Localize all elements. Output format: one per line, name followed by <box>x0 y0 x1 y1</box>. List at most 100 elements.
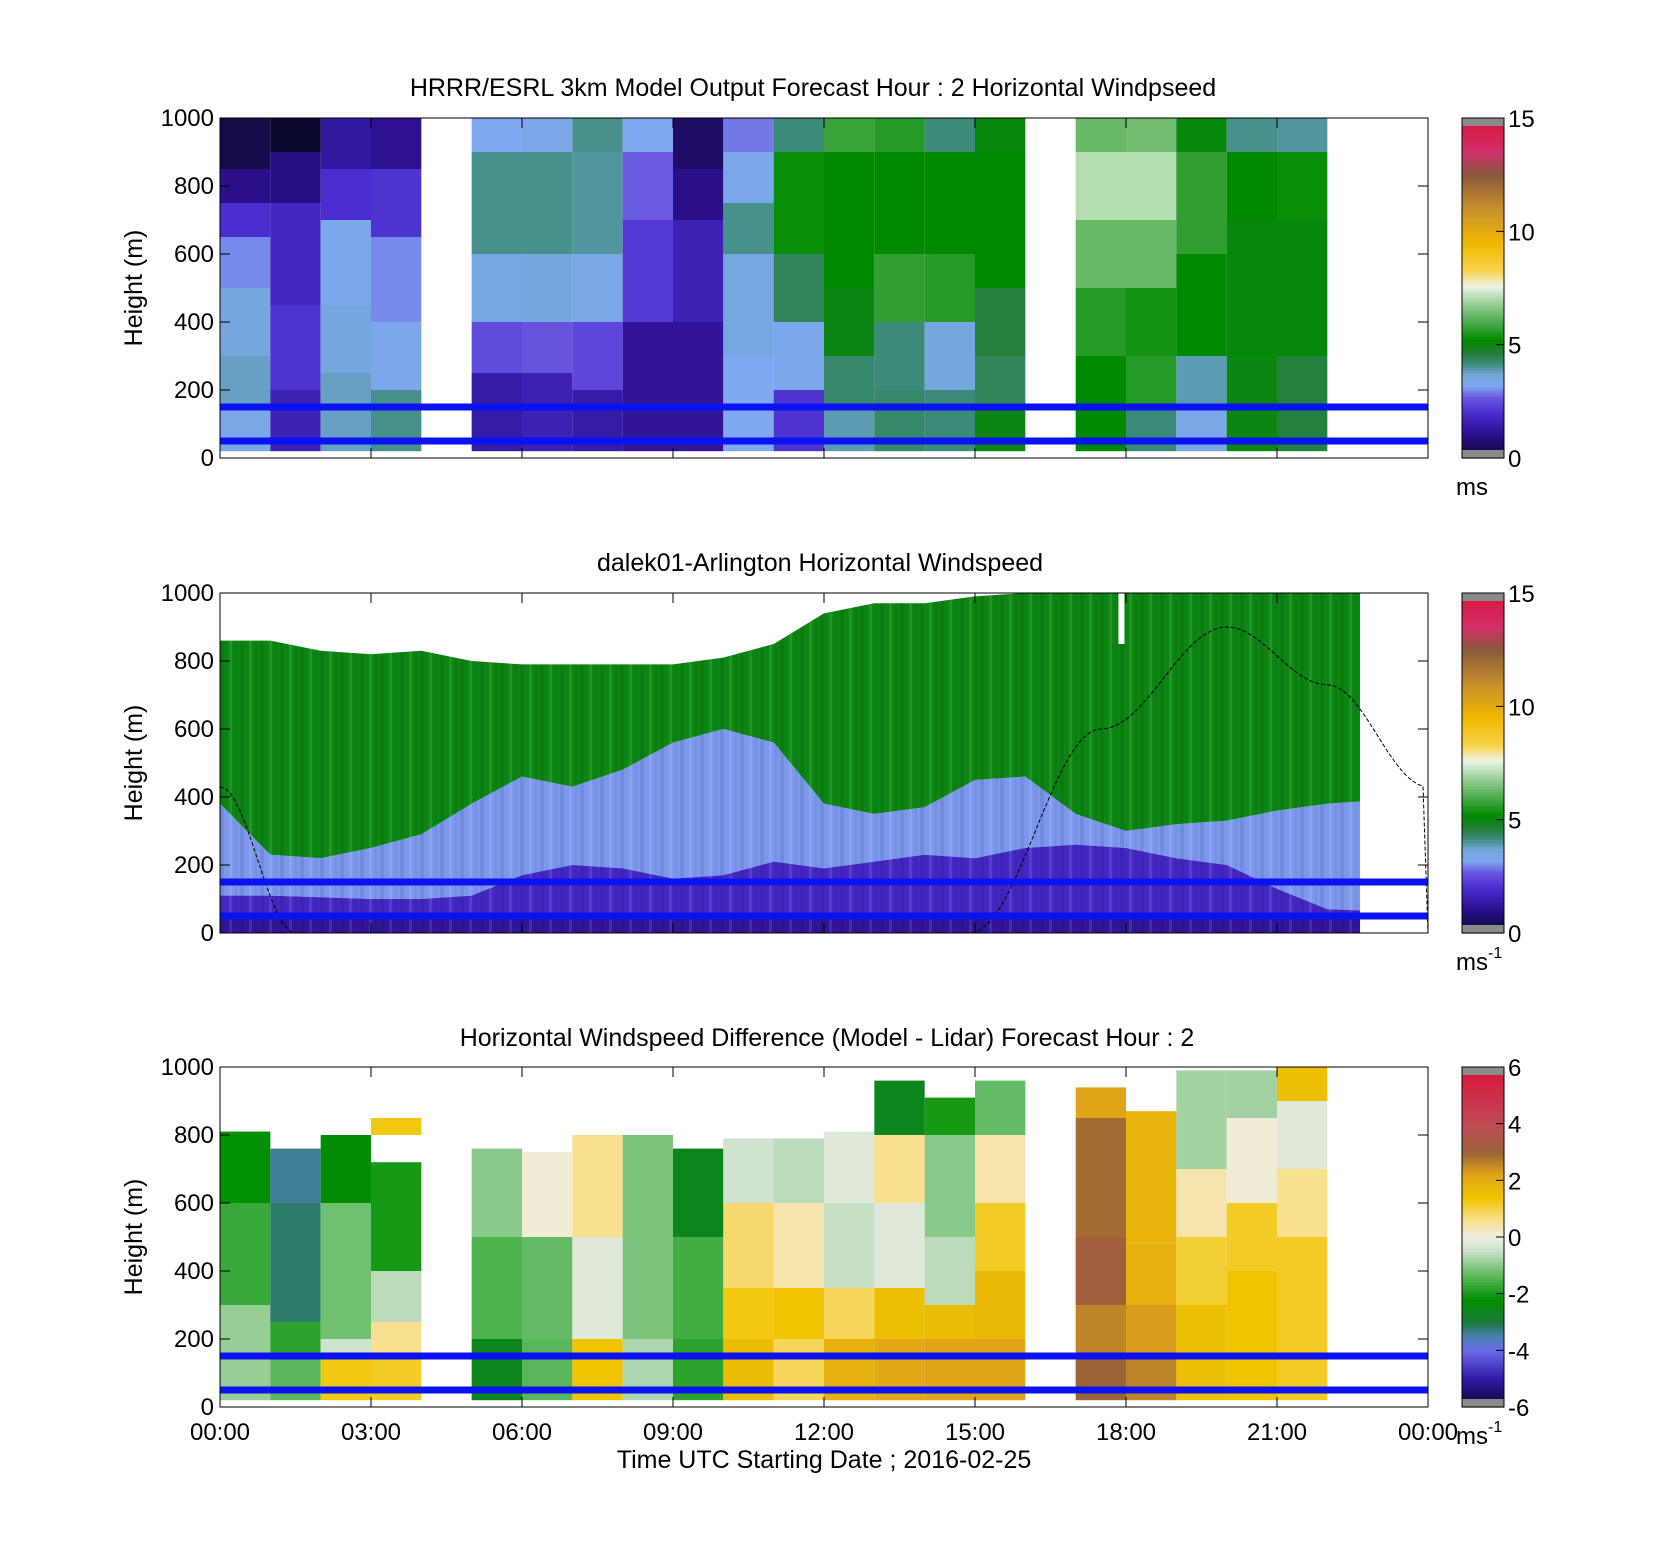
colorbar-segment <box>1462 1288 1504 1292</box>
colorbar-segment <box>1462 262 1504 266</box>
colorbar-segment <box>1462 183 1504 187</box>
heatmap-cell <box>371 1271 422 1322</box>
heatmap-cell <box>1176 1070 1227 1169</box>
colorbar-segment <box>1462 842 1504 846</box>
colorbar-segment <box>1462 373 1504 377</box>
colorbar-segment <box>1462 743 1504 747</box>
panel-2-y-axis: 0 200 400 600 800 1000 <box>161 580 1428 947</box>
heatmap-cell <box>320 1203 371 1339</box>
heatmap-cell <box>471 1237 522 1339</box>
heatmap-cell <box>1226 1070 1277 1118</box>
y-tick-label: 400 <box>174 309 214 336</box>
colorbar-segment <box>1462 395 1504 400</box>
colorbar-segment <box>1462 661 1504 665</box>
colorbar-segment <box>1462 409 1504 414</box>
heatmap-cell <box>572 254 623 322</box>
colorbar-segment <box>1462 836 1504 841</box>
colorbar-segment <box>1462 1160 1504 1164</box>
heatmap-cell <box>723 1138 774 1203</box>
colorbar-segment <box>1462 1231 1504 1235</box>
colorbar-segment <box>1462 695 1504 699</box>
colorbar-segment <box>1462 197 1504 201</box>
heatmap-cell <box>874 1203 925 1288</box>
colorbar-segment <box>1462 655 1504 659</box>
colorbar-segment <box>1462 1367 1504 1371</box>
heatmap-cell <box>1126 1243 1177 1305</box>
colorbar-segment <box>1462 1265 1504 1269</box>
panel-1-x-axis-ticks <box>219 118 1429 458</box>
colorbar-segment <box>1462 1120 1504 1125</box>
colorbar-segment <box>1462 1384 1504 1388</box>
heatmap-cell <box>270 1322 321 1356</box>
panel-2-colorbar: 0 5 10 15 ms-1 <box>1456 581 1535 976</box>
heatmap-cell <box>1126 356 1177 407</box>
y-tick-label: 200 <box>174 1326 214 1353</box>
panel-model-output: HRRR/ESRL 3km Model Output Forecast Hour… <box>120 74 1535 501</box>
colorbar-segment <box>1462 853 1504 858</box>
colorbar-segment <box>1462 1208 1504 1213</box>
colorbar-segment <box>1462 1183 1504 1187</box>
colorbar-segment <box>1462 1347 1504 1351</box>
colorbar-segment <box>1462 646 1504 651</box>
heatmap-cell <box>1277 118 1328 152</box>
colorbar-segment <box>1462 1254 1504 1258</box>
heatmap-cell <box>773 1203 824 1288</box>
colorbar-segment <box>1462 1180 1504 1184</box>
colorbar-segment <box>1462 825 1504 829</box>
colorbar-segment <box>1462 1344 1504 1349</box>
colorbar-segment <box>1462 1310 1504 1315</box>
colorbar-tick-label: 5 <box>1508 333 1521 360</box>
colorbar-segment <box>1462 1234 1504 1238</box>
colorbar-segment <box>1462 876 1504 880</box>
colorbar-segment <box>1462 890 1504 894</box>
colorbar-segment <box>1462 697 1504 702</box>
colorbar-segment <box>1462 899 1504 903</box>
heatmap-cell <box>1176 1169 1227 1237</box>
colorbar-segment <box>1462 443 1504 448</box>
colorbar-segment <box>1462 446 1504 451</box>
colorbar-segment <box>1462 1290 1504 1295</box>
panel-1-title: HRRR/ESRL 3km Model Output Forecast Hour… <box>410 74 1216 102</box>
colorbar-segment <box>1462 152 1504 156</box>
colorbar-segment <box>1462 1302 1504 1306</box>
colorbar-segment <box>1462 149 1504 153</box>
colorbar-segment <box>1462 279 1504 283</box>
colorbar-segment <box>1462 1123 1504 1128</box>
heatmap-cell <box>1176 118 1227 152</box>
heatmap-cell <box>874 254 925 322</box>
colorbar-segment <box>1462 1387 1504 1391</box>
colorbar-segment <box>1462 904 1504 909</box>
heatmap-cell <box>320 1339 371 1356</box>
colorbar-segment <box>1462 381 1504 385</box>
panel-1-y-label: Height (m) <box>120 230 148 347</box>
colorbar-segment <box>1462 913 1504 917</box>
colorbar-segment <box>1462 845 1504 849</box>
colorbar-segment <box>1462 208 1504 213</box>
colorbar-segment <box>1462 1115 1504 1119</box>
colorbar-segment <box>1462 1200 1504 1204</box>
colorbar-segment <box>1462 129 1504 133</box>
colorbar-segment <box>1462 1268 1504 1272</box>
heatmap-cell <box>1176 407 1227 452</box>
colorbar-segment <box>1462 1140 1504 1145</box>
colorbar-segment <box>1462 271 1504 275</box>
colorbar-segment <box>1462 1251 1504 1255</box>
colorbar-segment <box>1462 763 1504 767</box>
heatmap-cell <box>975 1271 1026 1339</box>
colorbar-segment <box>1462 774 1504 778</box>
colorbar-tick-label: 6 <box>1508 1055 1521 1082</box>
x-tick-label: 12:00 <box>794 1419 854 1446</box>
heatmap-cell <box>1126 220 1177 288</box>
colorbar-segment <box>1462 1174 1504 1179</box>
colorbar-segment <box>1462 1188 1504 1193</box>
colorbar-segment <box>1462 644 1504 648</box>
panel-3-x-axis: 00:00 03:00 06:00 09:00 12:00 15:00 18:00 21:00… <box>190 1067 1458 1446</box>
colorbar-tick-label: 2 <box>1508 1168 1521 1195</box>
y-tick-label: 1000 <box>161 105 214 132</box>
colorbar-segment <box>1462 1375 1504 1380</box>
x-axis-label: Time UTC Starting Date ; 2016-02-25 <box>617 1446 1032 1474</box>
heatmap-cell <box>773 254 824 322</box>
colorbar-segment <box>1462 296 1504 300</box>
panel-2-title: dalek01-Arlington Horizontal Windspeed <box>597 549 1043 577</box>
heatmap-cell <box>320 118 371 169</box>
